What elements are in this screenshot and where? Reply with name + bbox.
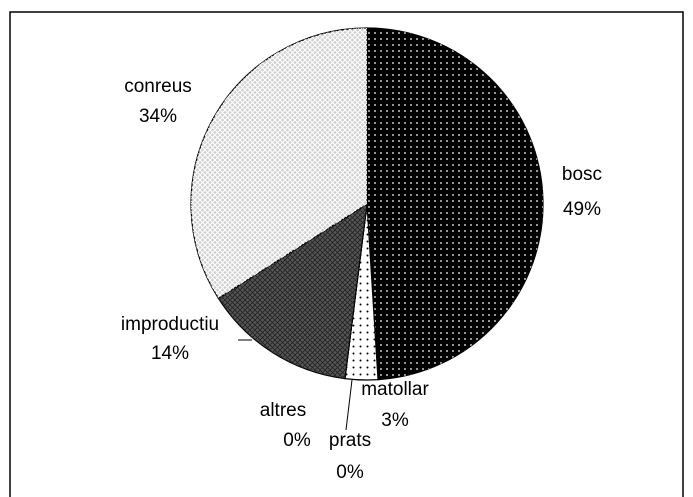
- slice-label: matollar: [361, 379, 429, 400]
- frame: [9, 11, 684, 497]
- slice-pattern: [367, 28, 544, 380]
- slice-label: improductiu: [121, 314, 219, 335]
- slice-label: conreus: [124, 76, 192, 97]
- slice-pattern: [218, 204, 367, 379]
- slice-value-label: 0%: [283, 430, 311, 451]
- slice-pattern: [344, 204, 379, 381]
- slice-value-label: 49%: [563, 199, 601, 220]
- slice-value-label: 34%: [139, 106, 177, 127]
- leader-line: [345, 379, 353, 431]
- slice-label: bosc: [562, 164, 602, 185]
- slice-value-label: 14%: [151, 343, 189, 364]
- slice-pattern: [191, 28, 367, 299]
- slice-value-label: 3%: [381, 410, 409, 431]
- slice-value-label: 0%: [336, 462, 364, 483]
- slice-label: altres: [260, 400, 306, 421]
- slice-label: prats: [329, 430, 371, 451]
